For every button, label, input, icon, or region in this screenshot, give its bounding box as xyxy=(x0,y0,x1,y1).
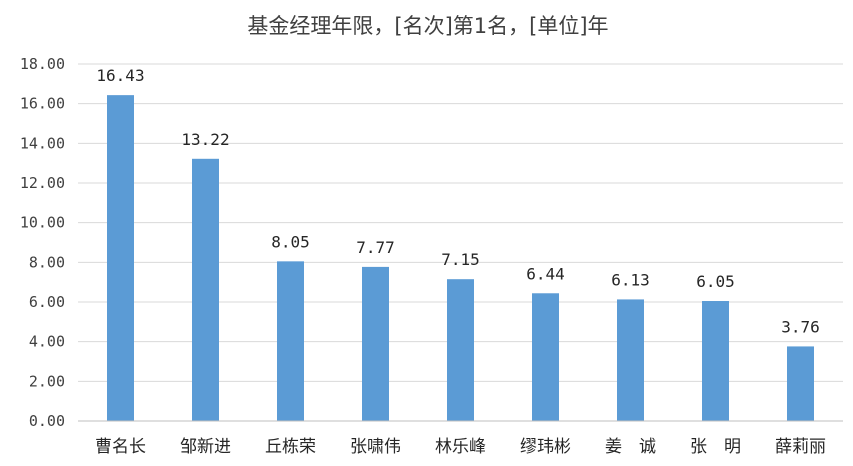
bar xyxy=(362,266,389,421)
bars xyxy=(107,95,814,421)
bar xyxy=(617,299,644,421)
data-label: 13.22 xyxy=(181,130,229,149)
data-label: 8.05 xyxy=(271,232,310,251)
y-tick-label: 18.00 xyxy=(20,55,65,73)
x-tick-label: 林乐峰 xyxy=(435,437,486,457)
x-tick-label: 姜 诚 xyxy=(605,437,656,457)
y-tick-label: 4.00 xyxy=(29,333,65,351)
data-label: 6.13 xyxy=(611,270,650,289)
bar xyxy=(447,279,474,421)
y-tick-label: 10.00 xyxy=(20,214,65,232)
chart-title: 基金经理年限，[名次]第1名，[单位]年 xyxy=(247,14,608,38)
x-tick-label: 曹名长 xyxy=(95,437,146,457)
x-tick-label: 薛莉丽 xyxy=(775,437,826,457)
y-tick-label: 6.00 xyxy=(29,293,65,311)
bar xyxy=(532,293,559,421)
x-tick-label: 丘栋荣 xyxy=(265,437,316,457)
x-tick-label: 邹新进 xyxy=(180,437,231,457)
bar xyxy=(702,301,729,421)
y-tick-label: 16.00 xyxy=(20,95,65,113)
x-tick-label: 张 明 xyxy=(690,437,741,457)
data-label: 16.43 xyxy=(96,66,144,85)
data-label: 6.05 xyxy=(696,272,735,291)
data-label: 7.77 xyxy=(356,238,395,257)
x-tick-label: 缪玮彬 xyxy=(520,437,571,457)
data-label: 3.76 xyxy=(781,317,820,336)
y-tick-label: 14.00 xyxy=(20,134,65,152)
bar xyxy=(107,95,134,421)
y-tick-label: 2.00 xyxy=(29,372,65,390)
bar xyxy=(787,346,814,421)
y-tick-label: 12.00 xyxy=(20,174,65,192)
y-axis-ticks: 0.00 2.00 4.00 6.00 8.00 10.00 12.00 14.00 16.00… xyxy=(20,55,65,430)
bar xyxy=(277,261,304,421)
x-tick-label: 张啸伟 xyxy=(350,437,401,457)
x-axis-categories: 曹名长 邹新进 丘栋荣 张啸伟 林乐峰 缪玮彬 姜 诚 张 明 薛莉丽 xyxy=(95,437,826,457)
bar xyxy=(192,158,219,421)
y-tick-label: 8.00 xyxy=(29,253,65,271)
data-labels: 16.43 13.22 8.05 7.77 7.15 6.44 6.13 6.05 3.76 xyxy=(96,66,819,336)
data-label: 7.15 xyxy=(441,250,480,269)
data-label: 6.44 xyxy=(526,264,565,283)
y-tick-label: 0.00 xyxy=(29,412,65,430)
